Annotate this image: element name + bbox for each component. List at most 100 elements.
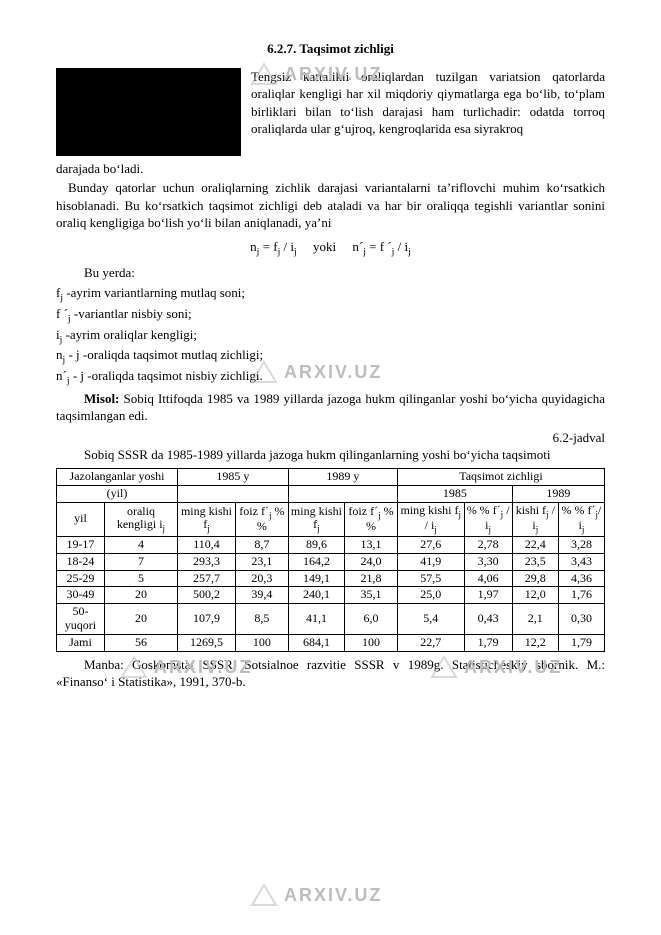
table-cell: 100 <box>235 634 288 651</box>
table-cell: 12,2 <box>512 634 558 651</box>
table-header-cell: 1989 <box>512 485 604 502</box>
section-title: 6.2.7. Taqsimot zichligi <box>56 40 605 58</box>
table-cell: 0,43 <box>464 604 512 635</box>
table-cell: 149,1 <box>288 570 344 587</box>
table-row: Jami561269,5100684,110022,71,7912,21,79 <box>57 634 605 651</box>
table-cell: 1,79 <box>464 634 512 651</box>
table-header-cell: Taqsimot zichligi <box>397 468 604 485</box>
watermark-text: ARXIV.UZ <box>284 883 382 907</box>
misol-paragraph: Misol: Sobiq Ittifoqda 1985 va 1989 yill… <box>56 390 605 425</box>
table-number: 6.2-jadval <box>56 429 605 447</box>
table-cell: 7 <box>104 553 177 570</box>
table-row: 50-yuqori20107,98,541,16,05,40,432,10,30 <box>57 604 605 635</box>
table-header-cell: ming kishi fj <box>288 502 344 536</box>
table-cell: 2,78 <box>464 537 512 554</box>
table-head: Jazolanganlar yoshi 1985 y 1989 y Taqsim… <box>57 468 605 536</box>
table-cell: 24,0 <box>345 553 398 570</box>
table-cell: 29,8 <box>512 570 558 587</box>
table-header-cell: kishi fj / ij <box>512 502 558 536</box>
table-header-cell: % % f´j/ ij <box>558 502 604 536</box>
table-cell: 6,0 <box>345 604 398 635</box>
watermark: ARXIV.UZ <box>250 883 382 907</box>
table-cell: 57,5 <box>397 570 464 587</box>
table-header-cell: foiz f´j % % <box>345 502 398 536</box>
paragraph: Bunday qatorlar uchun oraliqlarning zich… <box>56 179 605 232</box>
table-cell: 89,6 <box>288 537 344 554</box>
table-cell: 20 <box>104 604 177 635</box>
table-cell: 12,0 <box>512 587 558 604</box>
table-row: 30-4920500,239,4240,135,125,01,9712,01,7… <box>57 587 605 604</box>
lead-paragraph-tail: darajada bo‘ladi. <box>56 160 605 178</box>
table-header-cell: ming kishi fj <box>178 502 236 536</box>
data-table: Jazolanganlar yoshi 1985 y 1989 y Taqsim… <box>56 468 605 652</box>
table-cell: 107,9 <box>178 604 236 635</box>
table-cell: 3,28 <box>558 537 604 554</box>
table-header-cell: ming kishi fj / ij <box>397 502 464 536</box>
table-cell: 0,30 <box>558 604 604 635</box>
definition-item: f ´j -variantlar nisbiy soni; <box>56 305 605 326</box>
table-cell: Jami <box>57 634 105 651</box>
table-cell: 5 <box>104 570 177 587</box>
table-caption: Sobiq SSSR da 1985-1989 yillarda jazoga … <box>56 446 605 464</box>
table-header-row: yil oraliq kengligi ij ming kishi fj foi… <box>57 502 605 536</box>
table-cell: 1269,5 <box>178 634 236 651</box>
table-cell: 240,1 <box>288 587 344 604</box>
definition-item: nj - j -oraliqda taqsimot mutlaq zichlig… <box>56 346 605 367</box>
table-cell: 20,3 <box>235 570 288 587</box>
table-cell: 25-29 <box>57 570 105 587</box>
lead-paragraph: Tengsiz kattalikli oraliqlardan tuzilgan… <box>251 68 605 156</box>
table-cell: 4,06 <box>464 570 512 587</box>
table-cell: 39,4 <box>235 587 288 604</box>
table-cell: 19-17 <box>57 537 105 554</box>
table-header-cell: % % f´j / ij <box>464 502 512 536</box>
table-header-cell: 1989 y <box>288 468 397 485</box>
lead-block: Tengsiz kattalikli oraliqlardan tuzilgan… <box>56 68 605 156</box>
definitions-list: fj -ayrim variantlarning mutlaq soni; f … <box>56 284 605 388</box>
table-row: 18-247293,323,1164,224,041,93,3023,53,43 <box>57 553 605 570</box>
table-cell: 4 <box>104 537 177 554</box>
table-cell: 1,76 <box>558 587 604 604</box>
table-cell: 5,4 <box>397 604 464 635</box>
table-cell: 4,36 <box>558 570 604 587</box>
table-cell: 13,1 <box>345 537 398 554</box>
table-header-cell: yil <box>57 502 105 536</box>
table-cell: 1,79 <box>558 634 604 651</box>
definition-item: ij -ayrim oraliqlar kengligi; <box>56 326 605 347</box>
table-header-row: (yil) 1985 1989 <box>57 485 605 502</box>
table-cell: 110,4 <box>178 537 236 554</box>
table-cell: 2,1 <box>512 604 558 635</box>
table-cell: 500,2 <box>178 587 236 604</box>
table-header-cell: Jazolanganlar yoshi <box>57 468 178 485</box>
table-header-cell: 1985 y <box>178 468 289 485</box>
table-header-cell: 1985 <box>397 485 512 502</box>
table-cell: 35,1 <box>345 587 398 604</box>
formula: nj = fj / ij yoki n´j = f ´j / ij <box>56 238 605 259</box>
table-cell: 1,97 <box>464 587 512 604</box>
table-cell: 30-49 <box>57 587 105 604</box>
table-cell: 8,5 <box>235 604 288 635</box>
table-cell: 3,30 <box>464 553 512 570</box>
table-cell: 257,7 <box>178 570 236 587</box>
table-cell: 56 <box>104 634 177 651</box>
table-cell: 164,2 <box>288 553 344 570</box>
table-cell: 22,7 <box>397 634 464 651</box>
table-header-cell <box>178 485 289 502</box>
table-row: 19-174110,48,789,613,127,62,7822,43,28 <box>57 537 605 554</box>
table-cell: 41,1 <box>288 604 344 635</box>
misol-label: Misol: <box>84 391 119 406</box>
table-cell: 684,1 <box>288 634 344 651</box>
table-cell: 21,8 <box>345 570 398 587</box>
table-cell: 8,7 <box>235 537 288 554</box>
definition-item: n´j - j -oraliqda taqsimot nisbiy zichli… <box>56 367 605 388</box>
bu-yerda-label: Bu yerda: <box>56 264 605 282</box>
table-body: 19-174110,48,789,613,127,62,7822,43,2818… <box>57 537 605 652</box>
table-header-row: Jazolanganlar yoshi 1985 y 1989 y Taqsim… <box>57 468 605 485</box>
table-header-cell: oraliq kengligi ij <box>104 502 177 536</box>
definition-item: fj -ayrim variantlarning mutlaq soni; <box>56 284 605 305</box>
table-cell: 23,1 <box>235 553 288 570</box>
table-cell: 50-yuqori <box>57 604 105 635</box>
image-placeholder <box>56 68 241 156</box>
table-cell: 41,9 <box>397 553 464 570</box>
source-text: Manba: Goskomstat SSSR. Sotsialnoe razvi… <box>56 656 605 691</box>
table-header-cell <box>288 485 397 502</box>
